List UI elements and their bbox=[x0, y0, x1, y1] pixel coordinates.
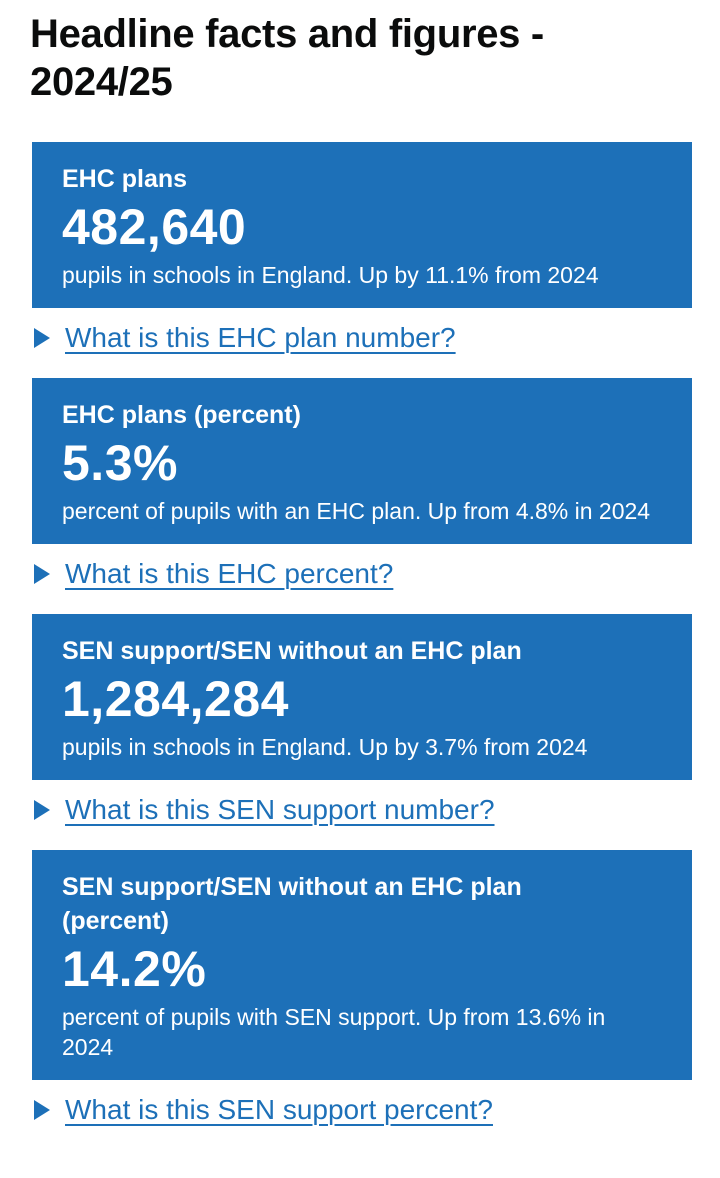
disclosure-triangle-icon bbox=[34, 564, 50, 584]
page-title: Headline facts and figures - 2024/25 bbox=[30, 12, 544, 104]
stat-tile-heading: EHC plans (percent) bbox=[62, 401, 301, 429]
disclosure-triangle-icon bbox=[34, 800, 50, 820]
details-disclosure-sen-support-number[interactable]: What is this SEN support number? bbox=[34, 792, 720, 828]
stat-tile-heading: SEN support/SEN without an EHC plan (per… bbox=[62, 873, 522, 935]
details-summary-link[interactable]: What is this SEN support number? bbox=[65, 794, 495, 825]
stat-tile-value: 5.3% bbox=[62, 435, 178, 491]
stat-tile-heading: SEN support/SEN without an EHC plan bbox=[62, 637, 522, 665]
stat-tile-description: pupils in schools in England. Up by 11.1… bbox=[62, 262, 599, 288]
stat-tile-description: pupils in schools in England. Up by 3.7%… bbox=[62, 734, 588, 760]
stat-tile-heading: EHC plans bbox=[62, 165, 188, 193]
stat-tile-sen-support: SEN support/SEN without an EHC plan 1,28… bbox=[32, 614, 692, 780]
stat-tile-value: 482,640 bbox=[62, 199, 247, 255]
details-disclosure-sen-support-percent[interactable]: What is this SEN support percent? bbox=[34, 1092, 720, 1128]
details-summary-link[interactable]: What is this SEN support percent? bbox=[65, 1094, 493, 1125]
stat-tile-sen-support-percent: SEN support/SEN without an EHC plan (per… bbox=[32, 850, 692, 1080]
details-disclosure-ehc-percent[interactable]: What is this EHC percent? bbox=[34, 556, 720, 592]
stat-tile-description: percent of pupils with SEN support. Up f… bbox=[62, 1004, 606, 1060]
disclosure-triangle-icon bbox=[34, 328, 50, 348]
stat-tile-value: 14.2% bbox=[62, 941, 207, 997]
stat-tile-ehc-plans: EHC plans 482,640 pupils in schools in E… bbox=[32, 142, 692, 308]
stat-tile-value: 1,284,284 bbox=[62, 671, 289, 727]
disclosure-triangle-icon bbox=[34, 1100, 50, 1120]
stat-tile-ehc-plans-percent: EHC plans (percent) 5.3% percent of pupi… bbox=[32, 378, 692, 544]
details-disclosure-ehc-plan-number[interactable]: What is this EHC plan number? bbox=[34, 320, 720, 356]
stat-tile-description: percent of pupils with an EHC plan. Up f… bbox=[62, 498, 651, 524]
details-summary-link[interactable]: What is this EHC percent? bbox=[65, 558, 394, 589]
details-summary-link[interactable]: What is this EHC plan number? bbox=[65, 322, 456, 353]
